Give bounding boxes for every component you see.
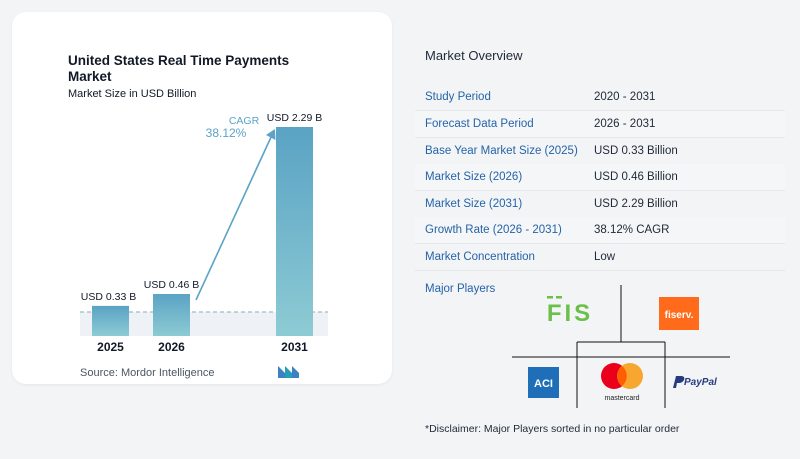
major-players-title: Major Players <box>425 283 496 295</box>
x-tick-label: 2026 <box>158 340 185 354</box>
svg-text:ACI: ACI <box>534 378 553 390</box>
fiserv-logo-icon: fiserv. <box>659 297 699 330</box>
bar-value-label: USD 0.33 B <box>81 291 136 303</box>
x-tick-label: 2031 <box>281 340 308 354</box>
mordor-logo-icon <box>278 366 299 378</box>
bar-value-label: USD 0.46 B <box>144 279 199 291</box>
row-value: Low <box>594 251 616 263</box>
cagr-arrow-line <box>195 134 273 301</box>
source-note: Source: Mordor Intelligence <box>80 367 215 379</box>
row-label: Base Year Market Size (2025) <box>425 145 578 157</box>
svg-text:PayPal: PayPal <box>684 377 717 388</box>
row-value: 38.12% CAGR <box>594 224 670 236</box>
cagr-value: 38.12% <box>206 126 247 140</box>
x-tick-label: 2025 <box>97 340 124 354</box>
chart-title: United States Real Time Payments Market <box>68 53 290 84</box>
svg-text:mastercard: mastercard <box>604 395 639 402</box>
paypal-logo-icon: PayPal <box>673 376 717 388</box>
overview-row: Market Concentration Low <box>415 244 785 271</box>
row-label: Market Size (2026) <box>425 171 523 183</box>
row-label: Market Size (2031) <box>425 198 523 210</box>
cagr-arrowhead <box>266 129 276 140</box>
row-label: Study Period <box>425 91 491 103</box>
bar-2025 <box>92 305 129 336</box>
row-value: 2026 - 2031 <box>594 118 656 130</box>
row-label: Market Concentration <box>425 251 535 263</box>
svg-text:fiserv.: fiserv. <box>665 310 694 321</box>
row-value: USD 0.33 Billion <box>594 145 678 157</box>
fis-logo-icon: FIS <box>547 296 593 327</box>
overview-title: Market Overview <box>425 48 523 63</box>
row-value: 2020 - 2031 <box>594 91 656 103</box>
bar-2031 <box>276 127 313 336</box>
overview-row: Forecast Data Period 2026 - 2031 <box>415 111 785 138</box>
row-value: USD 2.29 Billion <box>594 198 678 210</box>
row-label: Forecast Data Period <box>425 118 534 130</box>
overview-row: Growth Rate (2026 - 2031) 38.12% CAGR <box>415 217 785 244</box>
bar-2026 <box>153 294 190 336</box>
mastercard-logo-icon: mastercard <box>601 363 643 402</box>
chart-subtitle: Market Size in USD Billion <box>68 88 197 100</box>
cagr-label: CAGR <box>229 115 260 127</box>
svg-text:FIS: FIS <box>547 300 593 327</box>
bar-value-label: USD 2.29 B <box>267 112 322 124</box>
row-value: USD 0.46 Billion <box>594 171 678 183</box>
overview-row: Study Period 2020 - 2031 <box>415 84 785 111</box>
disclaimer: *Disclaimer: Major Players sorted in no … <box>425 423 680 435</box>
aci-logo-icon: ACI <box>528 367 559 398</box>
row-label: Growth Rate (2026 - 2031) <box>425 224 562 236</box>
overview-row: Market Size (2026) USD 0.46 Billion <box>415 164 785 191</box>
